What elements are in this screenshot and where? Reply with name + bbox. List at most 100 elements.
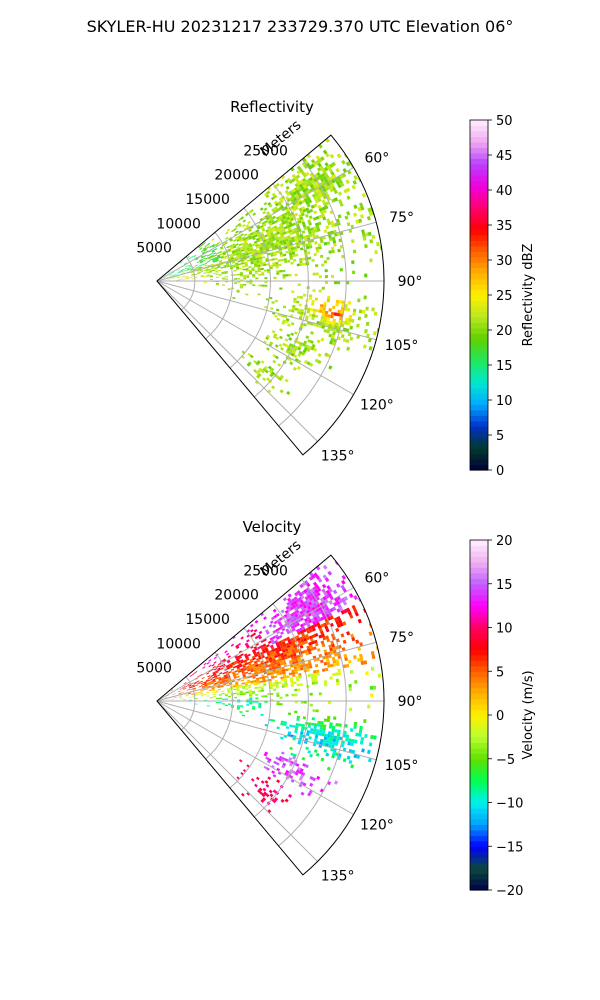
echo-gate	[311, 681, 316, 685]
echo-gate	[342, 621, 347, 626]
azimuth-gridline	[156, 587, 354, 702]
echo-gate	[259, 246, 263, 250]
echo-gate	[212, 691, 216, 694]
echo-gate	[189, 674, 193, 677]
echo-gate	[239, 659, 244, 662]
echo-gate	[285, 208, 290, 213]
echo-gate	[170, 689, 174, 692]
echo-gate	[249, 257, 253, 260]
colorbar-segment	[470, 437, 488, 444]
echo-gate	[305, 620, 310, 625]
echo-gate	[287, 247, 292, 251]
echo-gate	[224, 272, 228, 274]
echo-gate	[321, 213, 326, 218]
echo-gate	[268, 718, 273, 722]
echo-gate	[299, 583, 304, 589]
echo-gate	[247, 661, 252, 665]
echo-gate	[270, 233, 275, 238]
echo-gate	[339, 622, 344, 627]
echo-gate	[211, 250, 215, 253]
echo-gate	[237, 642, 242, 646]
colorbar-segment	[470, 196, 488, 203]
echo-gate	[332, 606, 337, 611]
echo-gate	[373, 735, 377, 740]
echo-gate	[270, 672, 274, 675]
echo-gate	[208, 270, 213, 272]
echo-gate	[261, 674, 265, 677]
echo-gate	[318, 246, 322, 250]
echo-gate	[322, 564, 328, 570]
echo-gate	[209, 252, 213, 256]
echo-gate	[219, 672, 223, 675]
echo-gate	[201, 256, 205, 259]
colorbar-segment	[470, 278, 488, 285]
echo-gate	[310, 346, 315, 351]
echo-gate	[260, 226, 265, 230]
echo-gate	[254, 380, 259, 385]
echo-gate	[235, 685, 239, 688]
colorbar-segment	[470, 802, 488, 809]
echo-gate	[344, 737, 349, 742]
echo-gate	[203, 272, 207, 274]
echo-gate	[257, 221, 262, 225]
echo-gate	[353, 204, 358, 210]
echo-gate	[299, 260, 303, 264]
echo-gate	[201, 263, 205, 266]
echo-gate	[218, 274, 222, 276]
echo-gate	[250, 249, 254, 253]
echo-gate	[302, 184, 308, 189]
echo-gate	[224, 676, 228, 680]
echo-gate	[286, 652, 291, 657]
echo-gate	[192, 672, 195, 676]
colorbar-segment	[470, 682, 488, 689]
echo-gate	[271, 258, 275, 261]
echo-gate	[190, 255, 194, 259]
echo-gate	[316, 228, 321, 232]
echo-gate	[270, 243, 275, 247]
echo-gate	[339, 202, 344, 207]
echo-gate	[321, 310, 326, 314]
echo-gate	[293, 300, 297, 304]
echo-gate	[298, 350, 303, 355]
echo-gate	[296, 678, 300, 682]
echo-gate	[251, 690, 255, 693]
echo-gate	[255, 657, 260, 661]
echo-gate	[187, 692, 191, 694]
echo-gate	[289, 746, 293, 751]
colorbar-segment	[470, 583, 488, 590]
echo-gate	[326, 317, 331, 321]
echo-gate	[324, 352, 329, 357]
echo-gate	[279, 222, 283, 227]
echo-gate	[315, 272, 319, 276]
echo-gate	[228, 703, 232, 705]
echo-gate	[234, 250, 239, 253]
echo-gate	[185, 695, 189, 697]
echo-gate	[331, 305, 336, 310]
echo-gate	[367, 337, 372, 343]
echo-gate	[226, 263, 230, 265]
echo-gate	[269, 659, 273, 663]
echo-gate	[252, 667, 257, 670]
echo-gate	[288, 250, 292, 253]
echo-gate	[217, 688, 222, 691]
echo-gate	[268, 258, 272, 262]
echo-gate	[260, 264, 264, 267]
colorbar-segment	[470, 742, 488, 749]
echo-gate	[238, 230, 243, 234]
echo-gate	[194, 682, 198, 685]
echo-gate	[261, 256, 266, 259]
echo-gate	[329, 187, 334, 193]
azimuth-tick-label: 90°	[398, 694, 423, 710]
echo-gate	[187, 683, 191, 686]
echo-gate	[282, 597, 287, 602]
echo-gate	[196, 270, 200, 272]
echo-gate	[322, 574, 328, 580]
echo-gate	[299, 664, 303, 668]
echo-gate	[209, 279, 213, 281]
echo-gate	[224, 242, 228, 245]
echo-gate	[222, 252, 226, 255]
range-ring	[253, 603, 309, 818]
echo-gate	[300, 791, 305, 796]
echo-gate	[214, 670, 219, 673]
colorbar-segment	[470, 300, 488, 307]
